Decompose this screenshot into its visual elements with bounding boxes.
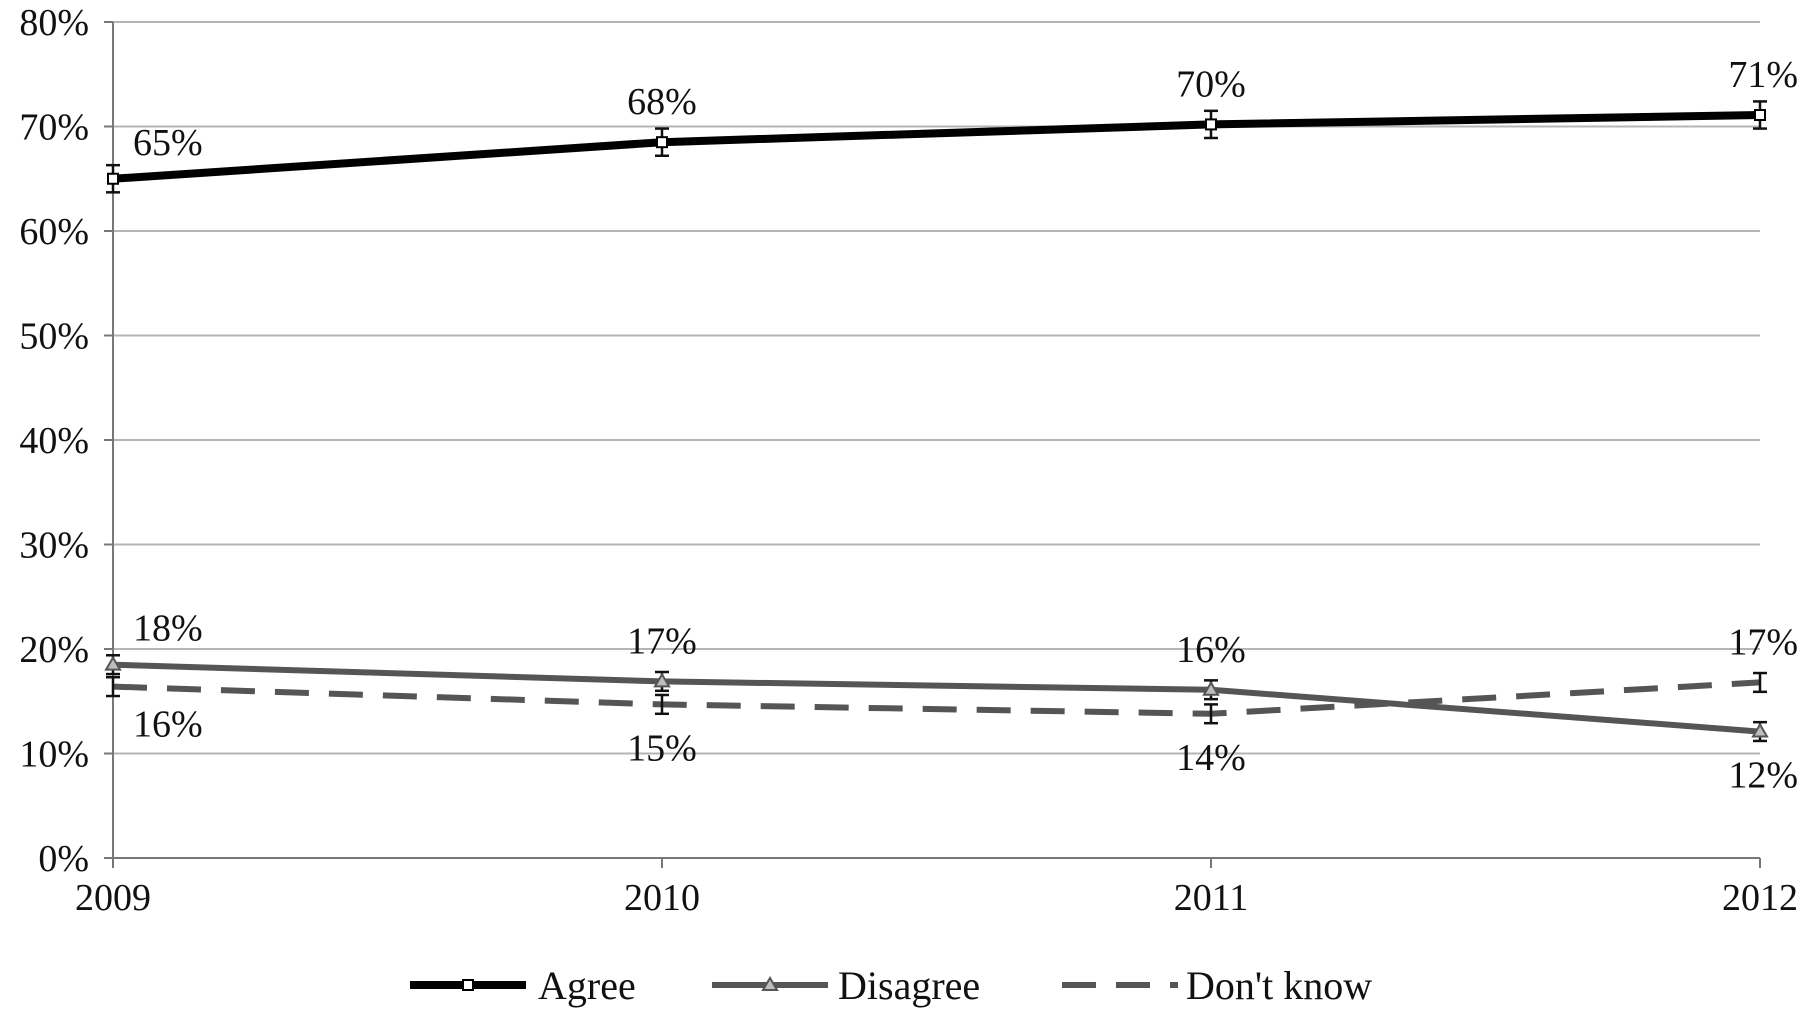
data-labels: 65% 68% 70% 71% 18% 17% 16% 12% 16% 15% 14% 17% bbox=[133, 54, 1798, 797]
y-tick-label: 30% bbox=[19, 525, 89, 567]
data-point-marker bbox=[1754, 109, 1766, 122]
legend-label: Agree bbox=[538, 963, 636, 1008]
data-label: 17% bbox=[627, 620, 697, 662]
data-point-marker bbox=[653, 672, 671, 688]
legend-label: Disagree bbox=[838, 963, 980, 1008]
data-label: 65% bbox=[133, 122, 203, 164]
data-point-marker bbox=[107, 172, 119, 185]
data-point-marker bbox=[1751, 722, 1769, 738]
data-point-marker bbox=[104, 655, 122, 671]
gridlines bbox=[113, 21, 1760, 755]
y-tick-label: 40% bbox=[19, 420, 89, 462]
data-label: 70% bbox=[1176, 63, 1246, 105]
data-label: 16% bbox=[1176, 629, 1246, 671]
y-tick-label: 60% bbox=[19, 211, 89, 253]
series-lines bbox=[112, 111, 1761, 735]
y-tick-label: 0% bbox=[38, 838, 89, 880]
x-tick-label: 2012 bbox=[1722, 877, 1798, 919]
x-axis-ticks: 2009 2010 2011 2012 bbox=[75, 858, 1798, 919]
legend: Agree Disagree Don't know bbox=[410, 963, 1372, 1008]
data-point-marker bbox=[1202, 680, 1220, 696]
data-label: 12% bbox=[1728, 755, 1798, 797]
series-markers bbox=[104, 100, 1769, 743]
series-line-disagree bbox=[112, 661, 1761, 735]
data-label: 18% bbox=[133, 608, 203, 650]
data-label: 16% bbox=[133, 704, 203, 746]
y-tick-label: 10% bbox=[19, 734, 89, 776]
data-label: 71% bbox=[1728, 54, 1798, 96]
x-tick-label: 2010 bbox=[624, 877, 700, 919]
y-tick-label: 20% bbox=[19, 629, 89, 671]
y-tick-label: 70% bbox=[19, 107, 89, 149]
data-label: 17% bbox=[1728, 621, 1798, 663]
series-line-don-t-know bbox=[112, 679, 1761, 717]
data-label: 14% bbox=[1176, 737, 1246, 779]
series-line-agree bbox=[112, 111, 1761, 183]
legend-marker bbox=[462, 979, 474, 991]
data-label: 68% bbox=[627, 81, 697, 123]
y-tick-label: 80% bbox=[19, 2, 89, 44]
y-tick-label: 50% bbox=[19, 316, 89, 358]
data-label: 15% bbox=[627, 727, 697, 769]
x-tick-label: 2009 bbox=[75, 877, 151, 919]
y-axis-ticks: 0% 10% 20% 30% 40% 50% 60% 70% 80% bbox=[19, 2, 113, 880]
legend-label: Don't know bbox=[1186, 963, 1372, 1008]
x-tick-label: 2011 bbox=[1174, 877, 1249, 919]
data-point-marker bbox=[1205, 118, 1217, 131]
legend-marker bbox=[761, 976, 779, 991]
data-point-marker bbox=[656, 136, 668, 149]
